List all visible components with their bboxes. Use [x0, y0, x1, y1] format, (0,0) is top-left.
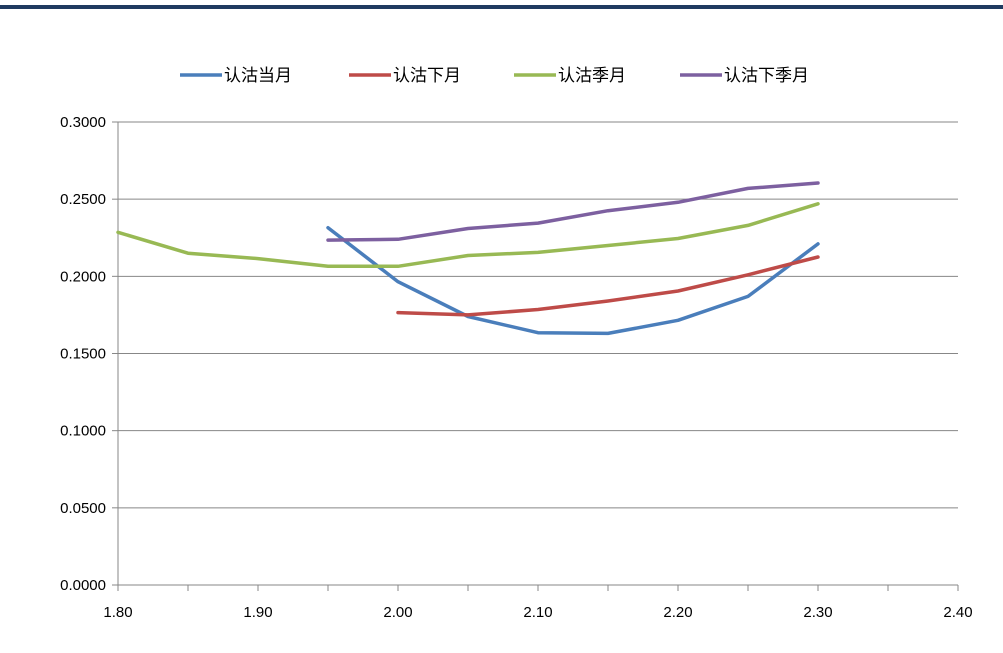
series-line-2	[396, 255, 820, 317]
axes: 0.0000 0.0500 0.1000 0.1500 0.2000 0.2500 0.30…	[60, 114, 972, 621]
y-tick-label: 0.1500	[60, 346, 106, 363]
y-tick-label: 0.0500	[60, 500, 106, 517]
series-line-4	[326, 181, 820, 242]
header-rule	[0, 5, 1003, 9]
y-tick-label: 0.3000	[60, 114, 106, 131]
legend-label: 认沽当月	[224, 66, 292, 86]
legend: 认沽当月 认沽下月 认沽季月 认沽下季月	[180, 66, 809, 86]
gridlines	[118, 121, 958, 509]
x-tick-label: 2.40	[943, 604, 972, 621]
y-tick-label: 0.2000	[60, 268, 106, 285]
x-tick-label: 2.10	[523, 604, 552, 621]
series-line-3	[116, 202, 820, 269]
x-tick-label: 2.00	[383, 604, 412, 621]
x-tick-label: 2.20	[663, 604, 692, 621]
x-tick-label: 1.80	[103, 604, 132, 621]
x-tick-label: 1.90	[243, 604, 272, 621]
y-tick-label: 0.1000	[60, 423, 106, 440]
y-tick-label: 0.0000	[60, 577, 106, 594]
y-tick-label: 0.2500	[60, 191, 106, 208]
series-line-1	[326, 225, 820, 336]
series-lines	[116, 181, 820, 336]
x-tick-label: 2.30	[803, 604, 832, 621]
legend-label: 认沽季月	[558, 66, 626, 86]
legend-label: 认沽下季月	[724, 66, 809, 86]
legend-label: 认沽下月	[393, 66, 461, 86]
